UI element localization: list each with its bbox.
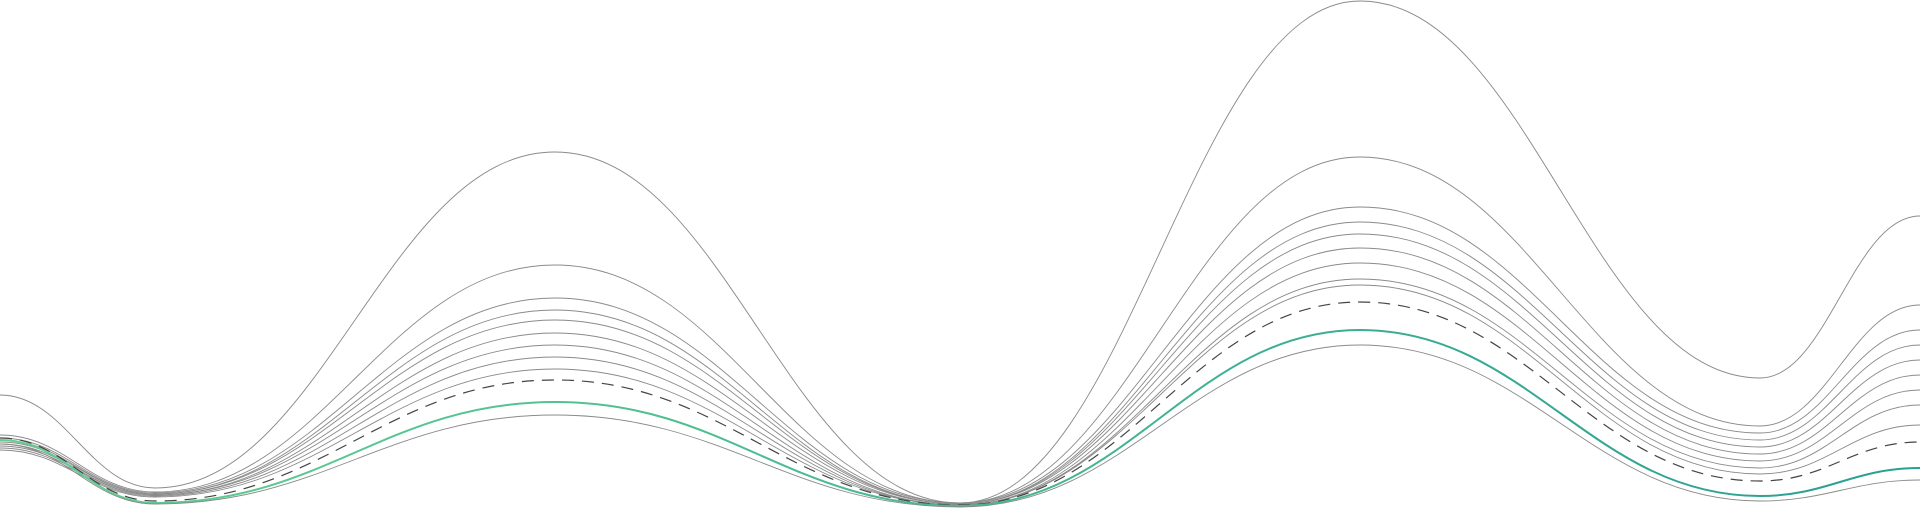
wave-curve-8 (0, 278, 1920, 506)
wave-curve-6 (0, 247, 1920, 505)
wave-curve-4 (0, 221, 1920, 505)
wave-curve-9 (0, 284, 1920, 506)
wave-curve-3 (0, 206, 1920, 504)
wave-curve-2 (0, 156, 1920, 504)
dashed-curve (0, 301, 1920, 506)
wave-curve-7 (0, 262, 1920, 506)
accent-curve (0, 328, 1920, 508)
wave-curve-12 (0, 344, 1920, 508)
